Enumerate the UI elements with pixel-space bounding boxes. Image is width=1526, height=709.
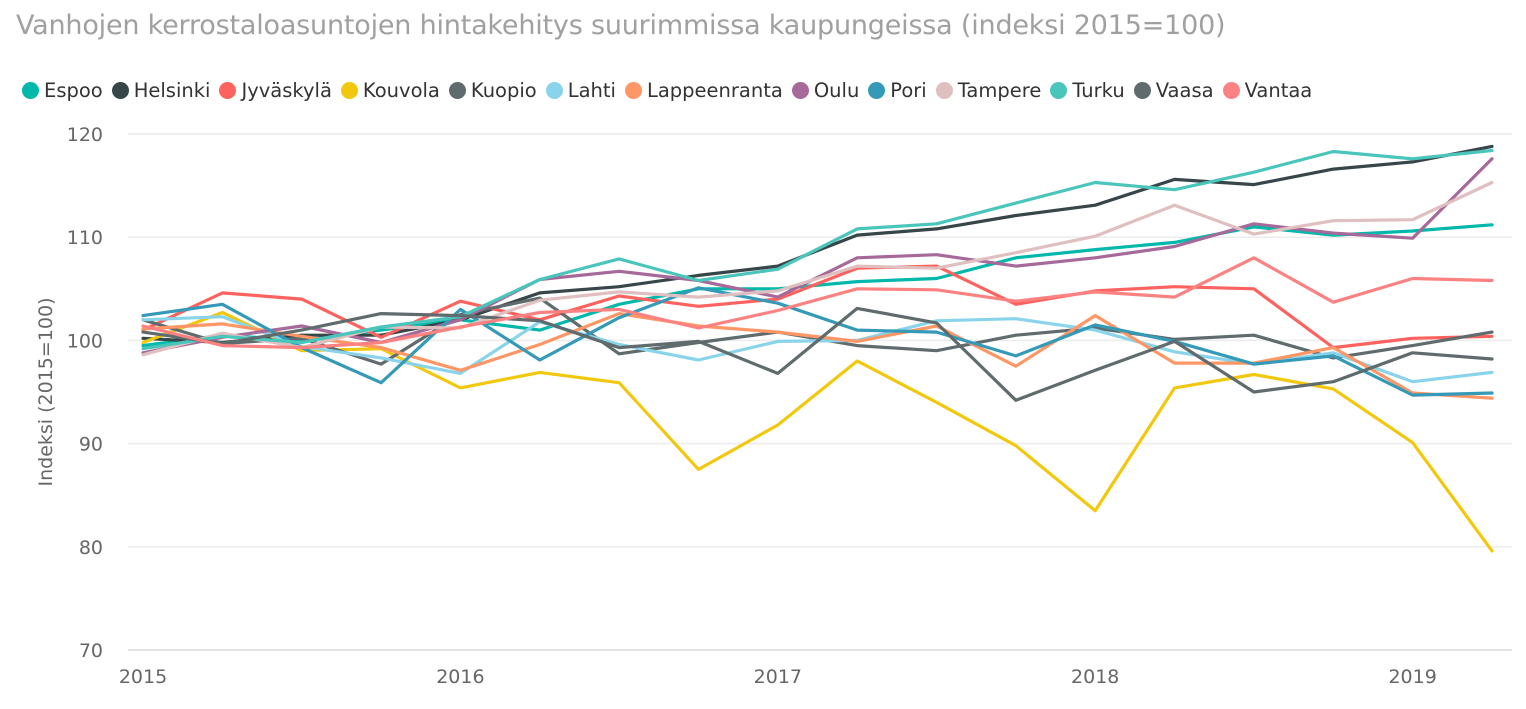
x-tick-label: 2018 xyxy=(1071,666,1119,688)
legend-marker xyxy=(624,81,642,99)
x-tick-label: 2016 xyxy=(436,666,484,688)
legend-marker xyxy=(1222,81,1240,99)
legend-marker xyxy=(545,81,563,99)
legend-item-turku[interactable]: Turku xyxy=(1050,78,1125,102)
legend-label: Vantaa xyxy=(1244,78,1313,102)
y-tick-labels: 70 80 90 100 110 120 xyxy=(67,124,103,662)
legend-label: Lahti xyxy=(567,78,616,102)
legend-label: Pori xyxy=(890,78,927,102)
y-tick-label: 80 xyxy=(79,537,103,559)
legend-item-kouvola[interactable]: Kouvola xyxy=(340,78,440,102)
legend-item-lahti[interactable]: Lahti xyxy=(545,78,616,102)
series-line-turku xyxy=(141,148,1494,351)
legend-label: Oulu xyxy=(813,78,860,102)
legend-item-jyväskylä[interactable]: Jyväskylä xyxy=(219,78,332,102)
legend-label: Tampere xyxy=(957,78,1042,102)
y-tick-label: 110 xyxy=(67,227,103,249)
series-line-oulu xyxy=(141,157,1494,355)
legend-marker xyxy=(868,81,886,99)
legend-item-kuopio[interactable]: Kuopio xyxy=(448,78,537,102)
legend-label: Helsinki xyxy=(133,78,211,102)
x-tick-label: 2017 xyxy=(754,666,802,688)
legend-label: Kouvola xyxy=(362,78,440,102)
x-tick-label: 2015 xyxy=(119,666,167,688)
y-tick-label: 70 xyxy=(79,640,103,662)
legend-marker xyxy=(1133,81,1151,99)
series-line-pori xyxy=(141,286,1494,397)
legend-marker xyxy=(1050,81,1068,99)
legend-item-vantaa[interactable]: Vantaa xyxy=(1222,78,1313,102)
y-tick-label: 90 xyxy=(79,434,103,456)
legend-marker xyxy=(111,81,129,99)
legend-item-oulu[interactable]: Oulu xyxy=(791,78,860,102)
y-tick-label: 120 xyxy=(67,124,103,146)
chart-title: Vanhojen kerrostaloasuntojen hintakehity… xyxy=(16,10,1226,41)
legend-label: Vaasa xyxy=(1155,78,1214,102)
legend-label: Kuopio xyxy=(470,78,537,102)
legend-marker xyxy=(935,81,953,99)
x-tick-labels: 2015 2016 2017 2018 2019 xyxy=(119,666,1437,688)
legend-marker xyxy=(791,81,809,99)
legend-label: Jyväskylä xyxy=(241,78,332,102)
legend-marker xyxy=(219,81,237,99)
legend-label: Lappeenranta xyxy=(646,78,783,102)
legend-marker xyxy=(448,81,466,99)
legend-item-lappeenranta[interactable]: Lappeenranta xyxy=(624,78,783,102)
y-tick-label: 100 xyxy=(67,330,103,352)
legend-item-pori[interactable]: Pori xyxy=(868,78,927,102)
legend-label: Espoo xyxy=(44,78,103,102)
gridlines xyxy=(128,133,1512,651)
legend-marker xyxy=(22,81,39,99)
series-line-vaasa xyxy=(141,306,1494,402)
series-line-vantaa xyxy=(141,256,1494,350)
legend-item-helsinki[interactable]: Helsinki xyxy=(111,78,211,102)
series-lines xyxy=(141,144,1494,553)
series-line-helsinki xyxy=(141,144,1494,345)
series-line-tampere xyxy=(141,180,1494,357)
legend-item-espoo[interactable]: Espoo xyxy=(22,79,103,102)
series-line-lappeenranta xyxy=(141,312,1494,400)
series-line-kouvola xyxy=(141,310,1494,553)
legend: Espoo Helsinki Jyväskylä Kouvola Kuopio Lahti… xyxy=(22,76,1321,104)
x-tick-label: 2019 xyxy=(1388,666,1436,688)
legend-marker xyxy=(340,81,358,99)
legend-item-vaasa[interactable]: Vaasa xyxy=(1133,78,1214,102)
legend-label: Turku xyxy=(1072,78,1125,102)
legend-item-tampere[interactable]: Tampere xyxy=(935,78,1042,102)
